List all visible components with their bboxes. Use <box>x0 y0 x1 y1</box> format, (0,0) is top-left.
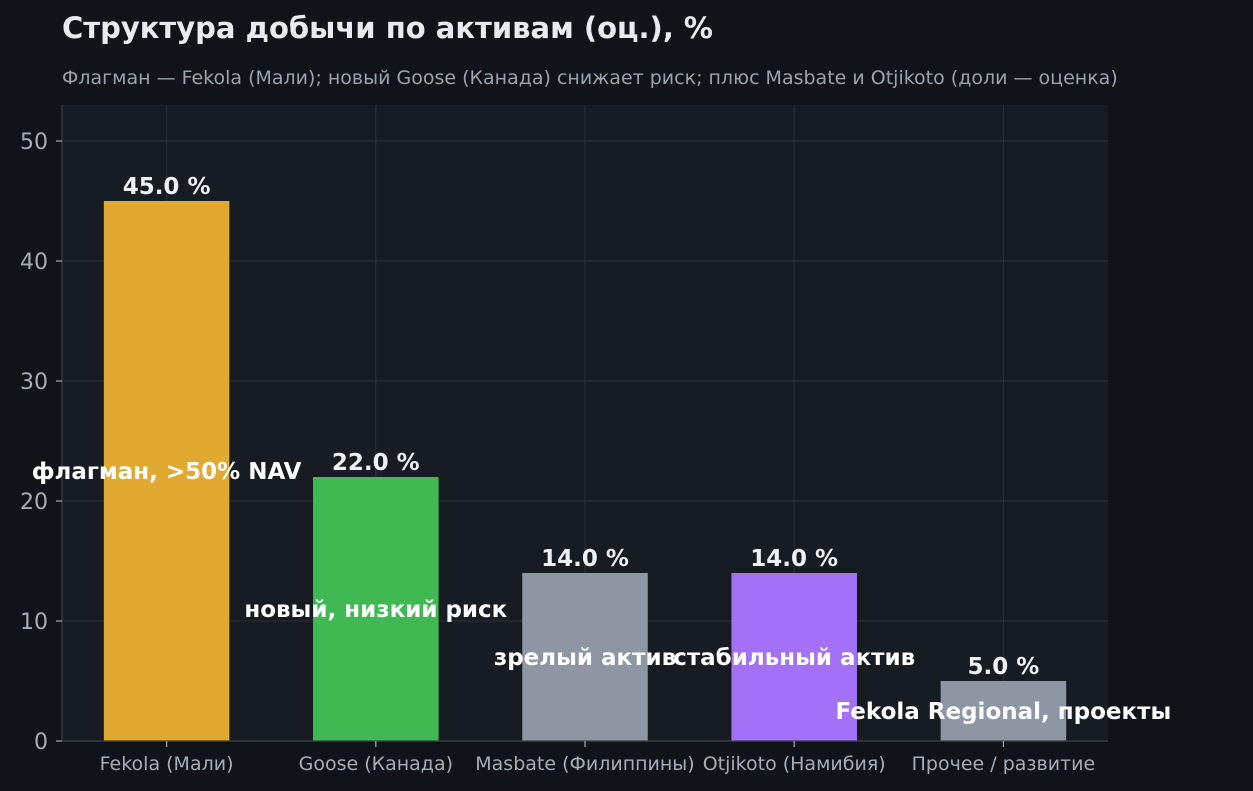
y-tick-label: 0 <box>34 730 48 755</box>
data-label: 45.0 % <box>123 174 211 200</box>
bars <box>103 201 1067 741</box>
bar <box>313 477 439 741</box>
data-label: 14.0 % <box>750 546 838 572</box>
y-tick-label: 10 <box>20 610 48 635</box>
x-tick-label: Otjikoto (Намибия) <box>703 753 886 775</box>
annotation-label: зрелый актив <box>494 645 676 671</box>
annotation-label: новый, низкий риск <box>244 597 507 623</box>
data-label: 14.0 % <box>541 546 629 572</box>
x-tick-label: Goose (Канада) <box>299 753 453 775</box>
bar <box>940 681 1067 741</box>
bar <box>522 573 648 741</box>
x-tick-label: Masbate (Филиппины) <box>475 753 694 775</box>
annotation-label: Fekola Regional, проекты <box>836 699 1172 725</box>
labels: 45.0 % 22.0 % 14.0 % 14.0 % 5.0 % флагман, >5… <box>32 174 1172 725</box>
bar <box>103 201 230 741</box>
y-tick-label: 50 <box>20 130 48 155</box>
annotation-label: флагман, >50% NAV <box>32 459 302 485</box>
chart-subtitle: Флагман — Fekola (Мали); новый Goose (Ка… <box>62 67 1118 89</box>
y-tick-label: 40 <box>20 250 48 275</box>
y-tick-label: 20 <box>20 490 48 515</box>
x-tick-label: Fekola (Мали) <box>100 753 234 775</box>
data-label: 5.0 % <box>968 654 1040 680</box>
annotation-label: стабильный актив <box>673 645 915 671</box>
data-label: 22.0 % <box>332 450 420 476</box>
x-tick-label: Прочее / развитие <box>912 753 1096 775</box>
axes: 0 10 20 30 40 50 Fekola (Мали) Goose (Канада) Ma… <box>20 105 1108 775</box>
bar <box>731 573 857 741</box>
y-tick-label: 30 <box>20 370 48 395</box>
chart-title: Структура добычи по активам (оц.), % <box>62 11 713 45</box>
